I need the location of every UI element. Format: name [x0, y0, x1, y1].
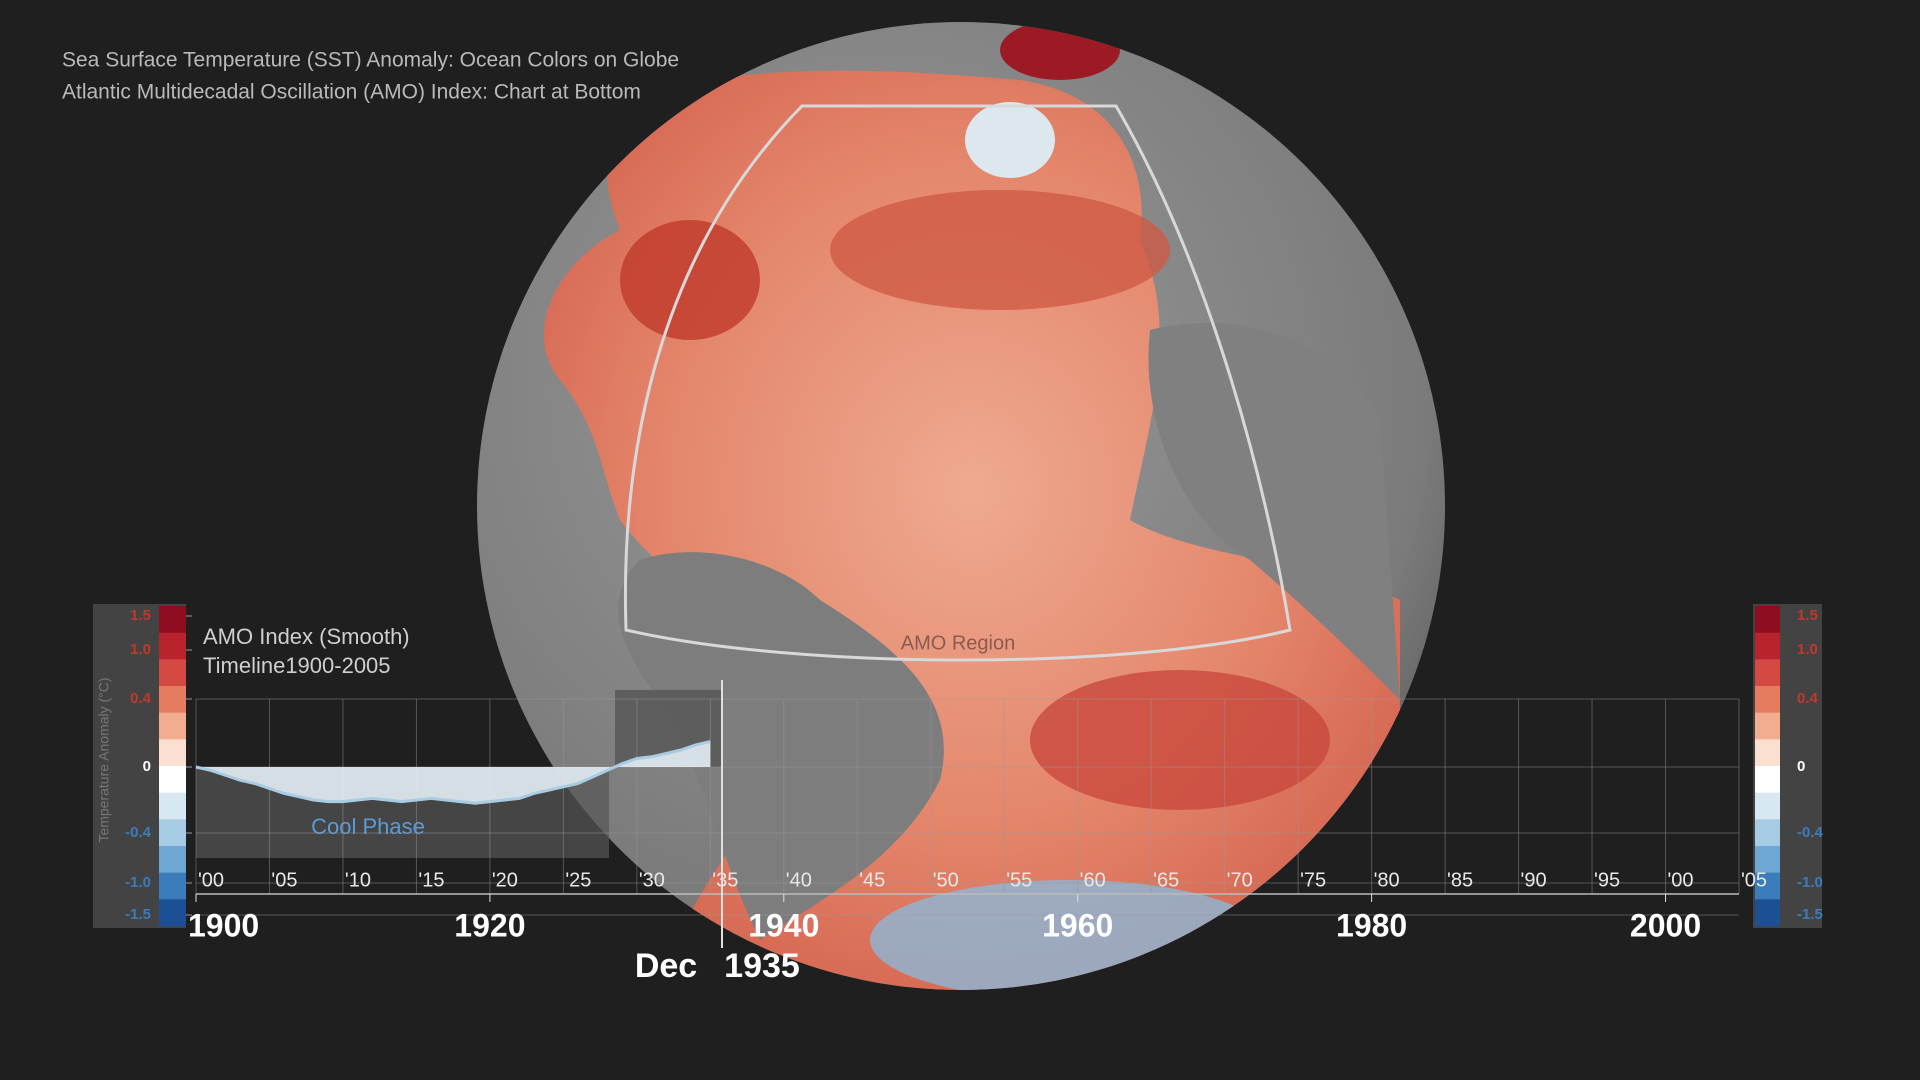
colorbar-swatch: [1755, 872, 1780, 900]
x-tick-label: '05: [271, 869, 297, 891]
y-tick-label: 0.4: [130, 690, 152, 707]
x-tick-label: '45: [859, 869, 885, 891]
x-tick-label: '35: [712, 869, 738, 891]
annotation: Cool Phase: [311, 814, 425, 839]
chart-title: AMO Index (Smooth): [203, 624, 410, 649]
colorbar-swatch: [159, 739, 186, 767]
x-tick-label: '05: [1741, 869, 1767, 891]
warm-patch: [830, 190, 1170, 310]
x-tick-label: '50: [933, 869, 959, 891]
cool-patch: [965, 102, 1055, 178]
x-tick-label: '10: [345, 869, 371, 891]
x-tick-label: '00: [1667, 869, 1693, 891]
y-tick-label: 1.0: [130, 641, 151, 658]
y-tick-label: -1.0: [1797, 874, 1823, 891]
y-tick-label: 0.4: [1797, 690, 1819, 707]
area-line: [195, 740, 711, 805]
major-x-tick-label: 2000: [1630, 907, 1701, 943]
x-tick-label: '30: [639, 869, 665, 891]
colorbar-swatch: [1755, 606, 1780, 634]
x-tick-label: '85: [1447, 869, 1473, 891]
land-africa: [1148, 322, 1400, 700]
major-x-tick-label: 1900: [188, 907, 259, 943]
colorbar-swatch: [159, 766, 186, 794]
y-tick-label: -1.0: [125, 874, 151, 891]
current-year: 1935: [724, 947, 800, 985]
current-month: Dec: [635, 947, 697, 985]
colorbar-swatch: [1755, 686, 1780, 714]
colorbar-swatch: [159, 712, 186, 740]
y-tick-label: -1.5: [1797, 906, 1823, 923]
y-tick-label: 1.5: [1797, 607, 1818, 624]
x-tick-label: '55: [1006, 869, 1032, 891]
colorbar-swatch: [159, 872, 186, 900]
land-south-america: [618, 552, 944, 940]
major-x-tick-label: 1960: [1042, 907, 1113, 943]
major-x-tick-label: 1980: [1336, 907, 1407, 943]
x-tick-label: '00: [198, 869, 224, 891]
region-label: AMO Region: [901, 632, 1016, 654]
x-tick-label: '60: [1080, 869, 1106, 891]
colorbar-swatch: [159, 792, 186, 820]
chart-subtitle: Timeline1900-2005: [203, 653, 391, 678]
colorbar-swatch: [1755, 659, 1780, 687]
area-fill: [196, 741, 711, 804]
x-tick-label: '80: [1374, 869, 1400, 891]
x-tick-label: '95: [1594, 869, 1620, 891]
x-tick-label: '25: [565, 869, 591, 891]
colorbar-swatch: [159, 819, 186, 847]
colorbar-swatch: [1755, 899, 1780, 927]
chart: 1.5 1.5 1.0 1.0 0.4 0.4 0 0 -0.4 -0.4 -1.0 -1.0 -1.5…: [125, 606, 1824, 943]
x-tick-label: '75: [1300, 869, 1326, 891]
colorbar-swatch: [1755, 712, 1780, 740]
colorbar-swatch: [1755, 632, 1780, 660]
colorbar-swatch: [159, 606, 186, 634]
y-tick-label: -0.4: [125, 824, 152, 841]
y-tick-label: 0: [143, 758, 151, 775]
major-x-tick-label: 1940: [748, 907, 819, 943]
y-tick-label: 0: [1797, 758, 1805, 775]
colorbar-swatch: [159, 899, 186, 927]
major-x-tick-label: 1920: [454, 907, 525, 943]
warm-patch: [1000, 22, 1120, 80]
colorbar-swatch: [1755, 766, 1780, 794]
x-tick-label: '20: [492, 869, 518, 891]
globe: AMO Region: [477, 22, 1445, 990]
colorbar-swatch: [159, 686, 186, 714]
header-line: Sea Surface Temperature (SST) Anomaly: O…: [62, 49, 679, 72]
colorbar-swatch: [159, 659, 186, 687]
colorbar-swatch: [1755, 819, 1780, 847]
x-tick-label: '15: [418, 869, 444, 891]
y-tick-label: 1.5: [130, 607, 151, 624]
colorbar-swatch: [159, 846, 186, 874]
y-tick-label: 1.0: [1797, 641, 1818, 658]
y-axis-label: Temperature Anomaly (°C): [96, 677, 112, 842]
x-tick-label: '70: [1227, 869, 1253, 891]
x-tick-label: '90: [1521, 869, 1547, 891]
y-tick-label: -1.5: [125, 906, 151, 923]
colorbar-swatch: [1755, 739, 1780, 767]
amo-region-box: [623, 104, 1292, 662]
colorbar-swatch: [1755, 792, 1780, 820]
colorbar-swatch: [159, 632, 186, 660]
warm-patch: [620, 220, 760, 340]
x-tick-label: '40: [786, 869, 812, 891]
y-tick-label: -0.4: [1797, 824, 1824, 841]
x-tick-label: '65: [1153, 869, 1179, 891]
header-line: Atlantic Multidecadal Oscillation (AMO) …: [62, 81, 641, 104]
warm-patch: [1030, 670, 1330, 810]
colorbar-swatch: [1755, 846, 1780, 874]
